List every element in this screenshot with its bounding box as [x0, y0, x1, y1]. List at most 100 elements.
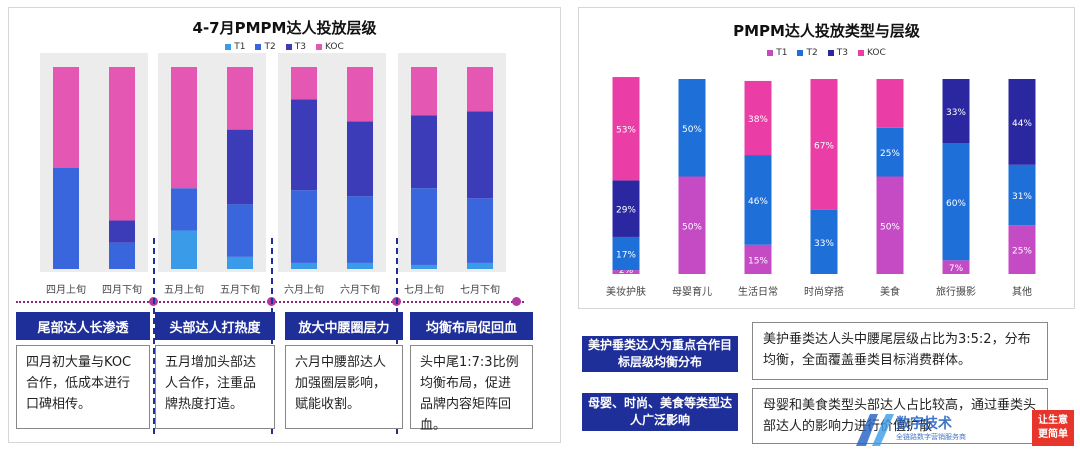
note-heading-beauty: 美护垂类达人为重点合作目标层级均衡分布 — [582, 336, 738, 372]
divider-dot-icon — [512, 297, 521, 306]
promo-badge-line2: 更简单 — [1038, 429, 1068, 440]
left-bar-koc-7 — [467, 67, 493, 112]
note-heading-maternal: 母婴、时尚、美食等类型达人广泛影响 — [582, 393, 738, 431]
right-legend-swatch-t3 — [827, 49, 834, 56]
promo-badge[interactable]: 让生意 更简单 — [1032, 410, 1074, 446]
right-x-tick-label: 美妆护肤 — [606, 285, 646, 298]
left-bar-koc-1 — [109, 67, 135, 221]
right-data-label: 15% — [748, 256, 768, 266]
right-legend-label-t1: T1 — [776, 48, 788, 58]
right-bar-t1-0 — [612, 270, 640, 274]
right-data-label: 7% — [949, 264, 964, 274]
left-section-heading-2: 放大中腰圈层力 — [285, 312, 403, 340]
left-legend-swatch-t3 — [285, 43, 292, 50]
left-x-tick-label: 六月上旬 — [284, 283, 324, 296]
left-x-tick-label: 六月下旬 — [340, 283, 380, 296]
left-x-tick-label: 四月下旬 — [102, 283, 142, 296]
right-bar-t1-6 — [1008, 225, 1036, 274]
right-data-label: 25% — [880, 149, 900, 159]
right-x-tick-label: 母婴育儿 — [672, 285, 712, 298]
left-bar-koc-5 — [347, 67, 373, 122]
note-text-maternal: 母婴和美食类型头部达人占比较高，通过垂类头部达人的影响力进行价值扩散 — [752, 388, 1048, 444]
right-data-label: 50% — [880, 222, 900, 232]
right-x-tick-label: 其他 — [1012, 285, 1032, 298]
right-legend-label-t2: T2 — [806, 48, 818, 58]
left-legend-label-t3: T3 — [294, 42, 306, 52]
right-bar-t2-3 — [810, 209, 838, 274]
right-bar-t1-4 — [876, 176, 904, 274]
right-data-label: 67% — [814, 141, 834, 151]
left-vertical-separator — [153, 238, 155, 434]
left-bar-t2-2 — [171, 188, 197, 231]
right-x-tick-label: 美食 — [880, 285, 900, 298]
right-legend-item-t3: T3 — [827, 48, 848, 58]
left-legend-item-koc: KOC — [315, 42, 344, 52]
right-bar-koc-3 — [810, 79, 838, 210]
right-bar-t3-0 — [612, 180, 640, 237]
left-chart-legend: T1 T2 T3 KOC — [9, 42, 560, 52]
right-data-label: 44% — [1012, 119, 1032, 129]
right-bar-t2-5 — [942, 143, 970, 261]
right-data-label: 50% — [682, 222, 702, 232]
left-section-heading-3: 均衡布局促回血 — [410, 312, 533, 340]
left-section-text-3: 头中尾1:7:3比例均衡布局，促进品牌内容矩阵回血。 — [410, 345, 533, 433]
right-bar-t1-5 — [942, 260, 970, 274]
left-section-text-1: 五月增加头部达人合作，注重品牌热度打造。 — [155, 345, 275, 429]
right-data-label: 38% — [748, 115, 768, 125]
right-x-tick-label: 时尚穿搭 — [804, 285, 844, 298]
right-bar-t2-0 — [612, 236, 640, 271]
right-data-label: 33% — [946, 108, 966, 118]
right-bar-t3-5 — [942, 79, 970, 144]
right-bar-t1-2 — [744, 244, 772, 274]
left-legend-item-t1: T1 — [225, 42, 245, 52]
left-bar-t3-3 — [227, 129, 253, 205]
right-stacked-bar-chart: 2% 17% 29% 53% 美妆护肤 50% 50% 母婴育儿 15% 46% 38% 生活日常 33… — [606, 77, 1036, 298]
right-data-label: 33% — [814, 239, 834, 249]
right-x-tick-label: 生活日常 — [738, 285, 778, 298]
left-legend-item-t3: T3 — [285, 42, 306, 52]
right-data-label: 31% — [1012, 192, 1032, 202]
left-x-tick-label: 五月下旬 — [220, 283, 260, 296]
left-bar-koc-0 — [53, 67, 79, 168]
right-chart-title: PMPM达人投放类型与层级 — [733, 22, 920, 40]
left-bar-koc-4 — [291, 67, 317, 100]
right-legend-label-t3: T3 — [836, 48, 848, 58]
left-bar-t2-6 — [411, 188, 437, 265]
right-bar-t2-4 — [876, 127, 904, 177]
left-x-tick-label: 五月上旬 — [164, 283, 204, 296]
left-bar-t3-6 — [411, 115, 437, 189]
left-bar-t2-1 — [109, 242, 135, 269]
right-legend-item-t2: T2 — [797, 48, 818, 58]
left-legend-swatch-t1 — [225, 43, 232, 50]
watermark-text: 数字技术 — [896, 416, 952, 432]
right-legend-swatch-t2 — [797, 49, 804, 56]
left-bar-t1-3 — [227, 256, 253, 269]
right-x-tick-label: 旅行摄影 — [936, 285, 976, 298]
left-legend-swatch-koc — [315, 43, 322, 50]
right-chart-legend: T1 T2 T3 KOC — [579, 48, 1074, 58]
right-data-label: 2% — [619, 266, 634, 276]
left-bar-t3-1 — [109, 220, 135, 243]
left-bar-koc-6 — [411, 67, 437, 116]
right-data-label: 60% — [946, 199, 966, 209]
left-bar-koc-3 — [227, 67, 253, 130]
right-data-label: 46% — [748, 197, 768, 207]
left-stacked-bar-chart: 四月上旬 四月下旬 五月上旬 五月下旬 六月上旬 六月下旬 七月上旬 七月下旬 — [40, 53, 506, 296]
left-legend-item-t2: T2 — [255, 42, 276, 52]
left-bar-t1-7 — [467, 262, 493, 269]
left-legend-label-t2: T2 — [264, 42, 276, 52]
note-text-beauty: 美护垂类达人头中腰尾层级占比为3:5:2，分布均衡，全面覆盖垂类目标消费群体。 — [752, 322, 1048, 380]
left-bar-t2-4 — [291, 190, 317, 263]
left-x-tick-label: 七月下旬 — [460, 283, 500, 296]
left-section-text-0: 四月初大量与KOC合作，低成本进行口碑相传。 — [16, 345, 150, 429]
right-bar-t3-6 — [1008, 79, 1036, 165]
right-legend-label-koc: KOC — [866, 48, 886, 58]
left-section-text-2: 六月中腰部达人加强圈层影响，赋能收割。 — [285, 345, 403, 429]
right-bar-t2-2 — [744, 155, 772, 245]
left-bar-t1-2 — [171, 230, 197, 269]
right-bar-koc-4 — [876, 79, 904, 128]
left-legend-label-koc: KOC — [324, 42, 344, 52]
right-data-label: 29% — [616, 206, 636, 216]
right-legend-item-koc: KOC — [857, 48, 886, 58]
left-bar-t3-4 — [291, 99, 317, 191]
